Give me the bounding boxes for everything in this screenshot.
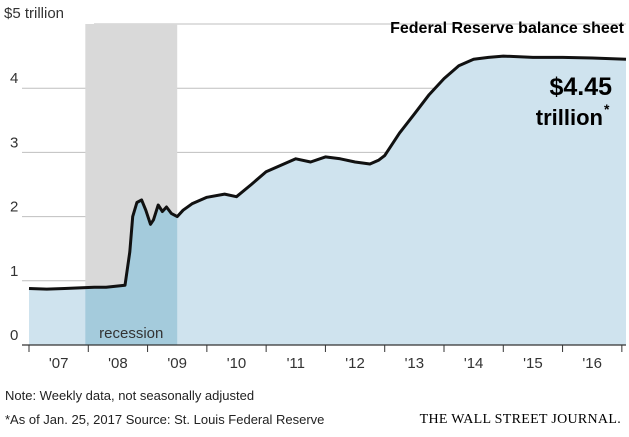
footer-source: *As of Jan. 25, 2017 Source: St. Louis F… [5, 412, 325, 427]
x-tick-label: '15 [523, 355, 543, 372]
x-tick-label: '13 [405, 355, 425, 372]
publisher-logo: THE WALL STREET JOURNAL. [419, 412, 621, 427]
series-area [29, 56, 626, 345]
x-tick-label: '09 [167, 355, 187, 372]
x-tick-label: '07 [49, 355, 69, 372]
x-axis-ticks: '07 '08 '09 '10 '11 '12 '13 '14 '15 '16 [28, 345, 623, 372]
x-tick-label: '16 [582, 355, 602, 372]
y-tick-label: 1 [10, 263, 18, 280]
chart-title: Federal Reserve balance sheet [390, 20, 625, 37]
x-tick-label: '14 [464, 355, 484, 372]
recession-area [85, 199, 178, 345]
latest-unit-label: trillion [536, 105, 603, 130]
y-tick-label: 2 [10, 199, 18, 216]
recession-label: recession [99, 325, 163, 342]
y-axis-ticks: 0 1 2 3 4 [10, 70, 18, 344]
latest-value-label: $4.45 [549, 73, 612, 101]
y-tick-label: 4 [10, 70, 18, 87]
x-tick-label: '10 [227, 355, 247, 372]
latest-asterisk: * [604, 101, 610, 117]
series-line [28, 54, 627, 291]
y-tick-label: 0 [10, 327, 18, 344]
recession-area-highlight [85, 199, 178, 345]
x-tick-label: '11 [287, 355, 305, 372]
y-axis-unit-label: $5 trillion [4, 5, 64, 22]
y-tick-label: 3 [10, 134, 18, 151]
footer-note: Note: Weekly data, not seasonally adjust… [5, 388, 255, 403]
x-tick-label: '12 [345, 355, 365, 372]
x-tick-label: '08 [108, 355, 128, 372]
